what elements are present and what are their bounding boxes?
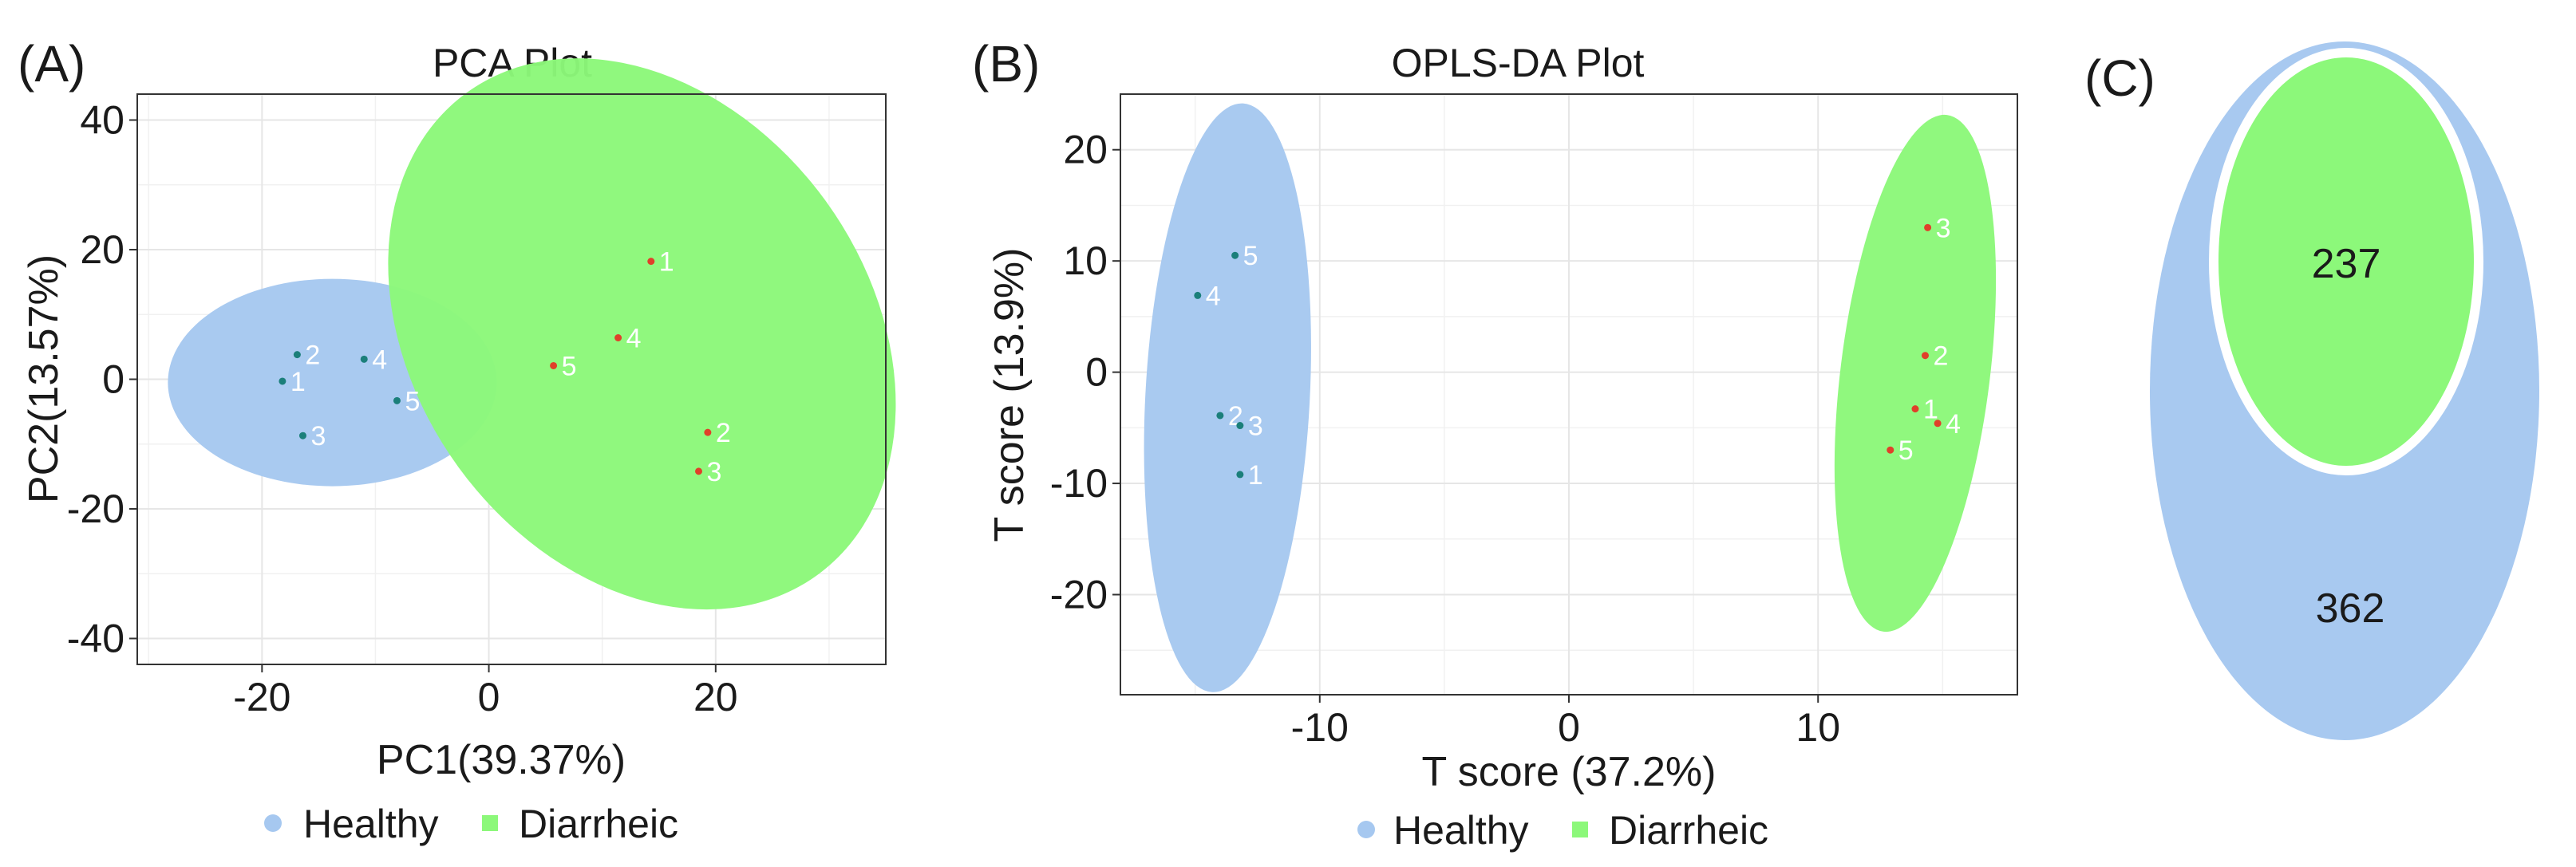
diarrheic-point-label: 3	[1936, 213, 1951, 243]
healthy-point-label: 5	[405, 386, 420, 416]
y-tick-label: -40	[67, 617, 124, 661]
oplsda-title: OPLS-DA Plot	[1392, 41, 1645, 85]
diarrheic-point-label: 4	[626, 324, 642, 354]
healthy-point	[1236, 471, 1244, 479]
oplsda-legend-diarrheic-label: Diarrheic	[1609, 808, 1768, 853]
venn-diarrheic-count: 237	[2312, 241, 2381, 287]
diarrheic-point	[647, 258, 655, 266]
healthy-point	[298, 432, 306, 439]
oplsda-x-axis-title: T score (37.2%)	[1422, 749, 1717, 795]
y-tick-label: -20	[1050, 573, 1108, 617]
y-tick-label: 40	[80, 98, 124, 143]
y-tick-label: -20	[67, 487, 124, 531]
diarrheic-point	[1921, 352, 1929, 360]
pca-legend: Healthy Diarrheic	[264, 802, 678, 846]
diarrheic-point-label: 1	[1923, 395, 1938, 425]
pca-x-axis-title: PC1(39.37%)	[377, 737, 626, 783]
diarrheic-point	[704, 428, 712, 436]
oplsda-legend-healthy-label: Healthy	[1393, 808, 1529, 853]
diarrheic-point-label: 5	[562, 351, 577, 381]
healthy-confidence-ellipse	[1144, 103, 1311, 692]
diarrheic-point	[1887, 446, 1894, 454]
healthy-point	[1194, 291, 1202, 299]
diarrheic-point	[550, 361, 558, 369]
healthy-point	[279, 377, 286, 385]
oplsda-ellipses	[1144, 103, 1997, 692]
diarrheic-point-label: 3	[707, 457, 722, 487]
pca-legend-diarrheic-key	[482, 815, 498, 831]
pca-x-ticks: -20 0 20	[233, 664, 738, 719]
healthy-point-label: 5	[1243, 241, 1258, 271]
pca-legend-healthy-label: Healthy	[303, 802, 439, 846]
pca-ellipses	[168, 58, 896, 610]
diarrheic-point	[614, 334, 622, 341]
pca-y-ticks: -40 -20 0 20 40	[67, 98, 137, 661]
diarrheic-point	[1911, 405, 1919, 413]
healthy-point-label: 1	[290, 367, 306, 397]
y-tick-label: -10	[1050, 461, 1108, 506]
diarrheic-point	[695, 467, 702, 475]
x-tick-label: -20	[233, 675, 290, 719]
y-tick-label: 20	[80, 227, 124, 272]
panel-b-label: (B)	[972, 35, 1040, 93]
healthy-point	[393, 396, 401, 404]
venn-diarrheic-set	[2209, 48, 2483, 475]
x-tick-label: 10	[1796, 705, 1840, 750]
pca-y-axis-title: PC2(13.57%)	[21, 254, 67, 503]
healthy-point-label: 3	[310, 421, 326, 451]
healthy-point-label: 2	[305, 341, 320, 371]
pca-legend-diarrheic-label: Diarrheic	[519, 802, 678, 846]
oplsda-y-axis-title: T score (13.9%)	[986, 248, 1033, 542]
oplsda-legend: Healthy Diarrheic	[1357, 808, 1768, 853]
healthy-point	[1216, 412, 1224, 420]
oplsda-legend-healthy-key	[1357, 821, 1375, 838]
healthy-point-label: 4	[1206, 281, 1221, 311]
healthy-point	[1231, 251, 1239, 259]
diarrheic-point-label: 5	[1898, 435, 1914, 466]
diarrheic-point	[1924, 223, 1932, 231]
diarrheic-point-label: 1	[659, 247, 674, 278]
panel-a-label: (A)	[18, 35, 85, 93]
diarrheic-point	[1934, 420, 1942, 428]
healthy-point-label: 1	[1248, 460, 1263, 491]
x-tick-label: 20	[693, 675, 738, 719]
y-tick-label: 0	[102, 357, 124, 402]
x-tick-label: 0	[1558, 705, 1580, 750]
x-tick-label: -10	[1291, 705, 1349, 750]
diarrheic-confidence-ellipse	[388, 58, 896, 610]
y-tick-label: 10	[1063, 238, 1108, 283]
diarrheic-point-label: 4	[1946, 409, 1961, 439]
oplsda-x-ticks: -10 0 10	[1291, 695, 1840, 750]
healthy-point-label: 4	[372, 345, 387, 375]
venn-panel: (C) 237 362	[2084, 41, 2539, 740]
healthy-point	[293, 351, 301, 359]
diarrheic-point-label: 2	[1933, 341, 1948, 372]
healthy-point	[360, 355, 368, 363]
venn-healthy-count: 362	[2316, 585, 2385, 632]
oplsda-y-ticks: -20 -10 0 10 20	[1050, 128, 1120, 617]
healthy-point-label: 3	[1248, 412, 1263, 442]
diarrheic-confidence-ellipse	[1834, 114, 1997, 633]
pca-legend-healthy-key	[264, 814, 282, 832]
panel-c-label: (C)	[2084, 49, 2155, 107]
diarrheic-point-label: 2	[716, 418, 731, 448]
healthy-point	[1236, 422, 1244, 430]
y-tick-label: 0	[1085, 350, 1108, 395]
x-tick-label: 0	[478, 675, 500, 719]
oplsda-legend-diarrheic-key	[1572, 822, 1588, 837]
y-tick-label: 20	[1063, 128, 1108, 172]
